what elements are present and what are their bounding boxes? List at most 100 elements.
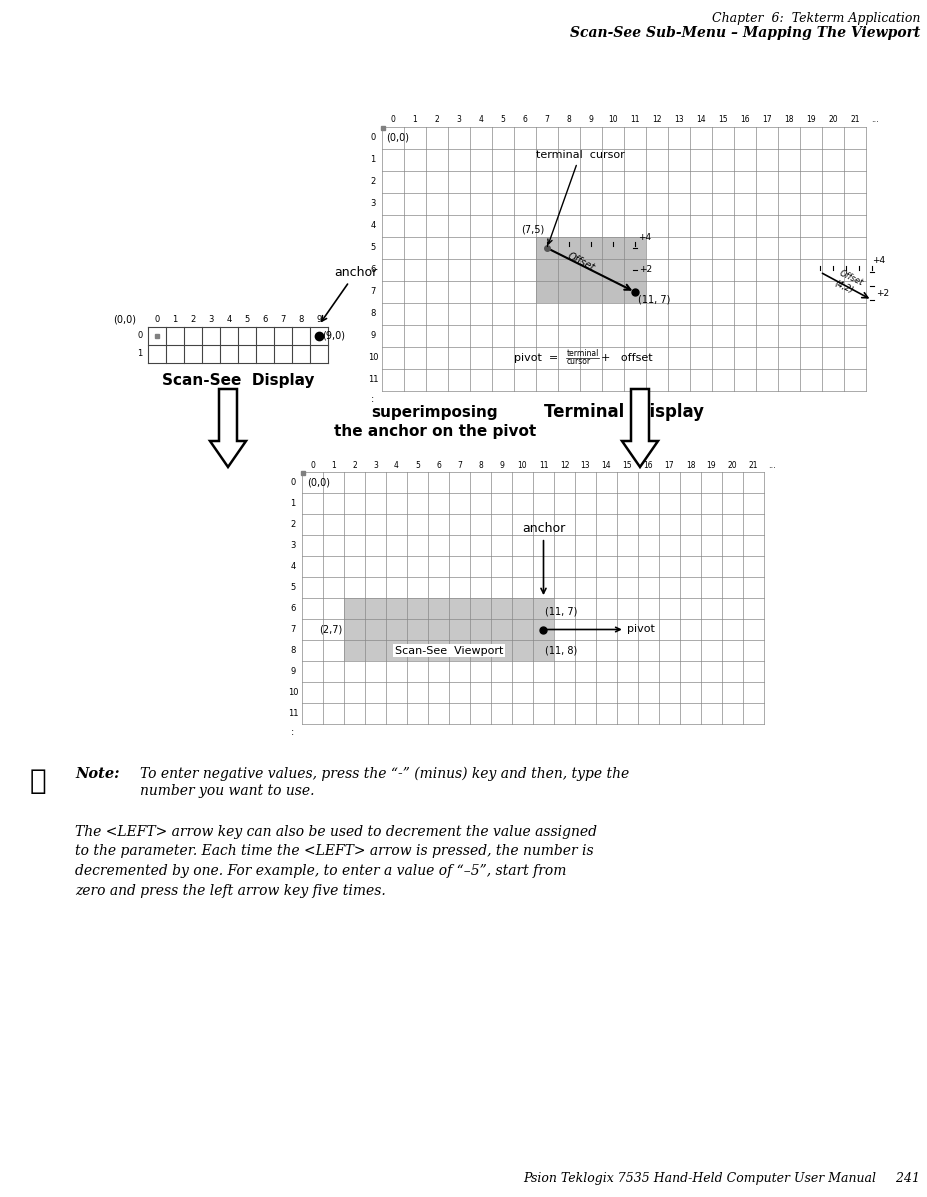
Text: 9: 9 (290, 667, 296, 676)
Text: 0: 0 (155, 316, 159, 324)
Text: 20: 20 (828, 115, 838, 124)
Text: (0,0): (0,0) (386, 133, 409, 142)
Text: 21: 21 (749, 461, 758, 469)
Text: 1: 1 (371, 156, 375, 164)
Text: superimposing
the anchor on the pivot: superimposing the anchor on the pivot (334, 405, 536, 439)
Text: 4: 4 (478, 115, 484, 124)
Text: 14: 14 (696, 115, 705, 124)
Text: 17: 17 (665, 461, 674, 469)
Text: Psion Teklogix 7535 Hand-Held Computer User Manual     241: Psion Teklogix 7535 Hand-Held Computer U… (523, 1172, 920, 1185)
Text: 11: 11 (539, 461, 548, 469)
Text: Offset
(4,2): Offset (4,2) (833, 269, 864, 297)
Text: 9: 9 (499, 461, 504, 469)
Text: 8: 8 (566, 115, 571, 124)
Text: 1: 1 (290, 499, 296, 508)
Text: To enter negative values, press the “-” (minus) key and then, type the
number yo: To enter negative values, press the “-” … (140, 767, 629, 797)
Polygon shape (210, 389, 246, 467)
Text: 5: 5 (501, 115, 505, 124)
Text: 2: 2 (190, 316, 196, 324)
Text: Scan-See  Viewport: Scan-See Viewport (395, 645, 503, 656)
Text: :: : (372, 394, 375, 405)
Text: 0: 0 (290, 478, 296, 487)
Text: 1: 1 (172, 316, 178, 324)
Text: 0: 0 (137, 332, 143, 340)
Text: 12: 12 (560, 461, 569, 469)
Text: 9: 9 (589, 115, 593, 124)
Text: 10: 10 (608, 115, 617, 124)
Text: +4: +4 (638, 233, 651, 242)
Polygon shape (622, 389, 658, 467)
Text: 10: 10 (368, 353, 378, 363)
Text: 7: 7 (290, 625, 296, 634)
Text: 2: 2 (290, 519, 296, 529)
Text: Chapter  6:  Tekterm Application: Chapter 6: Tekterm Application (712, 12, 920, 25)
Text: 21: 21 (850, 115, 859, 124)
Text: 8: 8 (298, 316, 304, 324)
Text: 5: 5 (290, 583, 296, 593)
Text: 2: 2 (371, 177, 375, 187)
Text: :: : (291, 727, 295, 737)
Text: Scan-See  Display: Scan-See Display (161, 373, 314, 388)
Text: 19: 19 (806, 115, 816, 124)
Bar (344, 598, 554, 661)
Text: 5: 5 (371, 243, 375, 253)
Text: 11: 11 (630, 115, 640, 124)
Text: 1: 1 (331, 461, 336, 469)
Text: +2: +2 (876, 288, 889, 298)
Text: 3: 3 (457, 115, 462, 124)
Text: 8: 8 (478, 461, 483, 469)
Text: 17: 17 (762, 115, 772, 124)
Bar (536, 237, 646, 303)
Text: Offset: Offset (565, 251, 596, 273)
Text: (11, 7): (11, 7) (545, 607, 578, 616)
Text: 6: 6 (290, 604, 296, 613)
Text: The <LEFT> arrow key can also be used to decrement the value assigned
to the par: The <LEFT> arrow key can also be used to… (75, 825, 597, 898)
Text: (2,7): (2,7) (319, 625, 342, 634)
Text: (9,0): (9,0) (322, 332, 345, 341)
Text: 13: 13 (580, 461, 590, 469)
Text: Scan-See Sub-Menu – Mapping The Viewport: Scan-See Sub-Menu – Mapping The Viewport (570, 26, 920, 40)
Text: 9: 9 (371, 332, 375, 340)
Text: 9: 9 (316, 316, 322, 324)
Text: pivot: pivot (546, 625, 655, 634)
Text: 1: 1 (413, 115, 417, 124)
Text: 10: 10 (517, 461, 527, 469)
Text: 10: 10 (287, 688, 298, 697)
Text: 6: 6 (436, 461, 441, 469)
Text: +4: +4 (872, 256, 885, 265)
Text: (0,0): (0,0) (113, 314, 136, 324)
Text: Terminal  Display: Terminal Display (544, 403, 704, 421)
Text: 20: 20 (728, 461, 737, 469)
Text: 5: 5 (415, 461, 420, 469)
Text: 6: 6 (370, 266, 375, 274)
Text: 16: 16 (740, 115, 750, 124)
Text: 3: 3 (290, 541, 296, 549)
Text: ...: ... (871, 115, 879, 124)
Text: 15: 15 (623, 461, 632, 469)
Text: 5: 5 (245, 316, 249, 324)
Text: terminal: terminal (567, 350, 600, 358)
Text: 6: 6 (523, 115, 527, 124)
Text: anchor: anchor (322, 266, 377, 321)
Text: (11, 7): (11, 7) (638, 294, 670, 305)
Text: cursor: cursor (567, 358, 591, 366)
Text: ...: ... (768, 461, 776, 469)
Text: 0: 0 (390, 115, 396, 124)
Text: 7: 7 (544, 115, 550, 124)
Text: 12: 12 (653, 115, 662, 124)
Text: (7,5): (7,5) (521, 225, 544, 235)
Text: 4: 4 (394, 461, 399, 469)
Text: 7: 7 (280, 316, 286, 324)
Text: 14: 14 (602, 461, 611, 469)
Text: 15: 15 (718, 115, 728, 124)
Text: 4: 4 (290, 563, 296, 571)
Text: 1: 1 (137, 350, 143, 358)
Text: Note:: Note: (75, 767, 120, 780)
Text: 8: 8 (370, 310, 375, 318)
Text: 16: 16 (643, 461, 654, 469)
Text: 6: 6 (262, 316, 268, 324)
Text: 18: 18 (686, 461, 695, 469)
Text: 3: 3 (370, 200, 375, 208)
Text: 8: 8 (290, 646, 296, 655)
Text: pivot  =: pivot = (514, 353, 562, 363)
